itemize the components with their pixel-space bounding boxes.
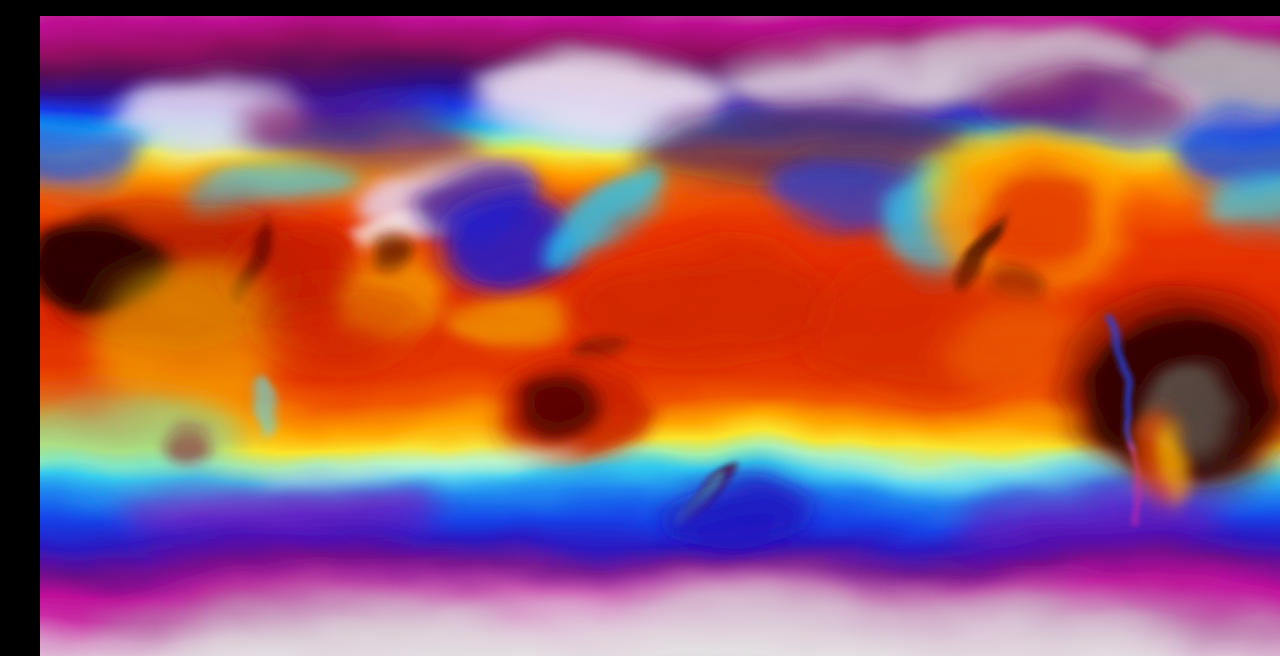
noise-texture-overlay — [40, 16, 1280, 656]
world-temperature-map-svg — [40, 16, 1280, 656]
world-temperature-map — [40, 16, 1280, 656]
